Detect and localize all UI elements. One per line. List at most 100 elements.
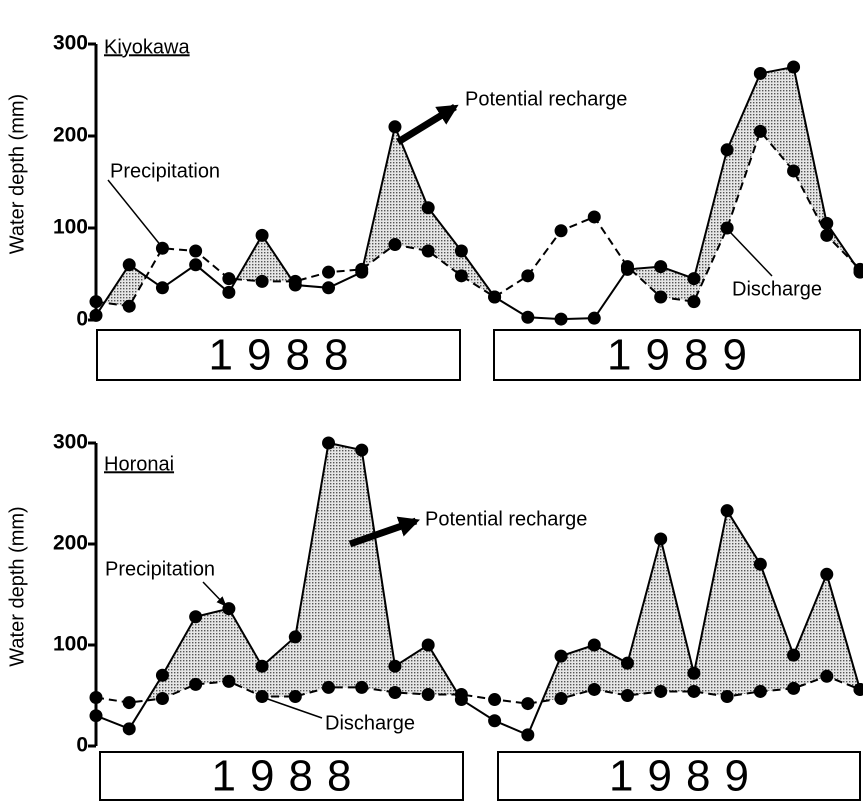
- data-point: [820, 216, 834, 230]
- y-tick-label: 300: [53, 431, 88, 454]
- data-point: [155, 668, 169, 682]
- data-point: [521, 310, 535, 324]
- annotation-pointer: [261, 696, 323, 719]
- data-point: [654, 684, 668, 698]
- data-point: [554, 312, 568, 326]
- data-point: [753, 66, 767, 80]
- y-tick-label: 0: [76, 734, 88, 757]
- data-point: [521, 697, 535, 711]
- data-point: [388, 238, 402, 252]
- data-point: [189, 677, 203, 691]
- panel: 0 100 200 300 Water depth (mm) Kiyokawa 1988 19…: [6, 32, 863, 381]
- panel: 0 100 200 300 Water depth (mm) Horonai 1988 198…: [6, 431, 863, 801]
- data-point: [89, 709, 103, 723]
- series-line: [95, 65, 861, 321]
- series-annotation: Discharge: [732, 278, 822, 300]
- data-point: [355, 443, 369, 457]
- year-box: [96, 329, 461, 381]
- data-point: [587, 682, 601, 696]
- data-point: [288, 690, 302, 704]
- year-label: 1988: [209, 331, 363, 380]
- y-axis-label: Water depth (mm): [6, 94, 28, 254]
- data-point: [89, 691, 103, 705]
- y-tick-label: 0: [76, 308, 88, 331]
- panel-title: Kiyokawa: [104, 36, 190, 58]
- data-point: [89, 295, 103, 309]
- year-box: [493, 329, 861, 381]
- data-point: [222, 272, 236, 286]
- series-annotation: Discharge: [325, 712, 415, 734]
- data-point: [388, 659, 402, 673]
- data-point: [687, 684, 701, 698]
- data-point: [720, 143, 734, 157]
- data-point: [820, 228, 834, 242]
- data-point: [189, 610, 203, 624]
- y-tick-label: 200: [53, 532, 88, 555]
- data-point: [587, 311, 601, 325]
- data-point: [421, 687, 435, 701]
- data-point: [787, 648, 801, 662]
- y-tick-label: 200: [53, 124, 88, 147]
- data-point: [189, 244, 203, 258]
- data-point: [388, 120, 402, 134]
- data-point: [454, 244, 468, 258]
- data-point: [388, 685, 402, 699]
- fill-annotation: Potential recharge: [425, 508, 587, 530]
- data-point: [620, 260, 634, 274]
- data-point: [222, 285, 236, 299]
- data-point: [488, 290, 502, 304]
- data-point: [288, 630, 302, 644]
- data-point: [255, 690, 269, 704]
- data-point: [155, 692, 169, 706]
- data-point: [654, 532, 668, 546]
- data-point: [820, 669, 834, 683]
- data-point: [421, 244, 435, 258]
- year-box: [497, 751, 861, 801]
- data-point: [720, 221, 734, 235]
- data-point: [687, 295, 701, 309]
- data-point: [554, 692, 568, 706]
- data-point: [322, 281, 336, 295]
- data-point: [222, 674, 236, 688]
- data-point: [322, 436, 336, 450]
- annotation-pointer: [729, 231, 773, 277]
- series-line: [95, 129, 861, 308]
- data-point: [687, 666, 701, 680]
- data-point: [587, 638, 601, 652]
- data-point: [787, 681, 801, 695]
- year-label: 1989: [609, 752, 763, 801]
- data-point: [620, 656, 634, 670]
- fill-annotation: Potential recharge: [465, 88, 627, 110]
- data-point: [122, 299, 136, 313]
- data-point: [753, 124, 767, 138]
- data-point: [587, 210, 601, 224]
- data-point: [853, 682, 863, 696]
- data-point: [654, 290, 668, 304]
- data-point: [720, 690, 734, 704]
- panel-title: Horonai: [104, 453, 174, 475]
- year-box: [99, 751, 464, 801]
- data-point: [488, 693, 502, 707]
- data-point: [554, 224, 568, 238]
- y-tick-label: 300: [53, 32, 88, 55]
- data-point: [255, 228, 269, 242]
- data-point: [421, 638, 435, 652]
- data-point: [521, 728, 535, 742]
- year-label: 1989: [607, 331, 761, 380]
- data-point: [89, 308, 103, 322]
- data-point: [288, 274, 302, 288]
- data-point: [122, 722, 136, 736]
- y-tick-label: 100: [53, 633, 88, 656]
- series-annotation: Precipitation: [105, 558, 215, 580]
- data-point: [454, 269, 468, 283]
- data-point: [620, 689, 634, 702]
- data-point: [787, 60, 801, 74]
- data-point: [820, 567, 834, 581]
- data-point: [322, 265, 336, 279]
- annotation-pointer: [202, 581, 227, 607]
- y-axis-label: Water depth (mm): [6, 506, 28, 666]
- data-point: [355, 262, 369, 276]
- data-point: [687, 272, 701, 286]
- data-point: [255, 659, 269, 673]
- annotation-pointer: [107, 179, 167, 253]
